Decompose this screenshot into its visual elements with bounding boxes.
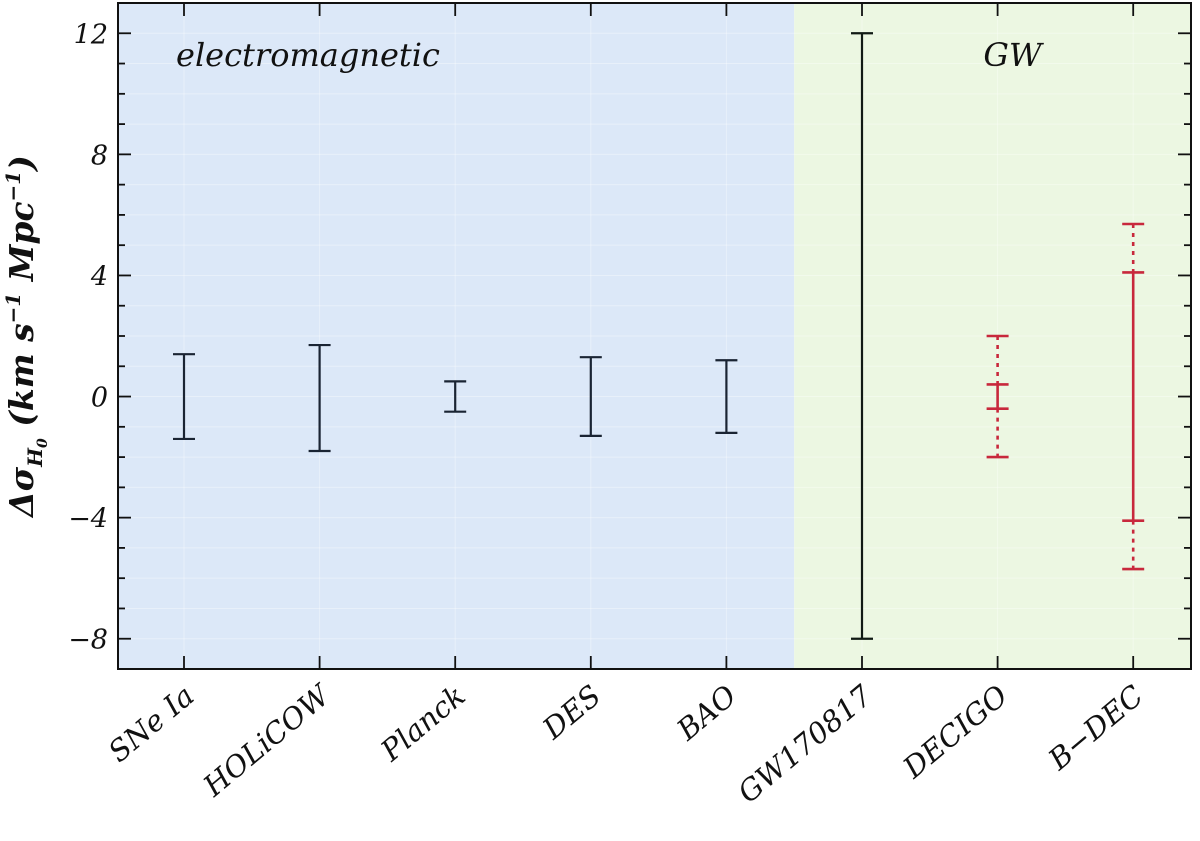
ylabel-paren-close: ): [2, 155, 41, 173]
error-bar: [851, 32, 873, 640]
error-bar: [986, 334, 1009, 459]
ylabel-paren-open: (km s: [2, 323, 41, 438]
error-bars: [173, 32, 1145, 640]
ylabel-mid: Mpc: [2, 201, 41, 292]
y-tick-label: 0: [91, 383, 108, 414]
region-labels: electromagnetic GW: [176, 36, 1045, 74]
y-tick-label: −8: [68, 625, 108, 656]
ylabel-subsub: 0: [35, 438, 51, 448]
plot-frame: [117, 2, 1192, 670]
y-tick-labels: −8 −4 0 4 8 12: [68, 19, 108, 655]
error-bar: [444, 380, 467, 413]
region-label-gw: GW: [983, 36, 1045, 74]
x-category-label: Planck: [374, 678, 472, 768]
ylabel-prefix: Δσ: [2, 466, 41, 519]
x-category-label: DES: [535, 678, 607, 746]
y-tick-label: 12: [74, 19, 108, 50]
error-bar: [579, 356, 602, 437]
error-bar: [715, 359, 738, 434]
region-bg-electromagnetic: [118, 3, 795, 669]
x-category-label: SNe Ia: [102, 678, 201, 769]
region-label-electromagnetic: electromagnetic: [176, 36, 440, 74]
x-category-label: DECIGO: [896, 678, 1015, 785]
x-category-label: GW170817: [731, 678, 879, 810]
error-bar: [173, 353, 195, 441]
y-tick-label: 4: [90, 261, 108, 292]
ylabel-sup1: −1: [1, 293, 25, 324]
x-category-label: BAO: [670, 678, 743, 747]
y-tick-label: −4: [68, 504, 108, 535]
y-axis-label: ΔσH0 (km s−1 Mpc−1): [1, 155, 51, 519]
ylabel-sup2: −1: [1, 171, 25, 202]
x-category-label: B−DEC: [1041, 678, 1150, 777]
ylabel-sub: H: [23, 447, 47, 468]
x-category-label: HOLiCOW: [196, 677, 338, 804]
y-tick-label: 8: [91, 140, 108, 171]
error-bar: [1122, 222, 1145, 571]
axis-ticks: [118, 2, 1191, 670]
error-bar: [308, 343, 331, 453]
